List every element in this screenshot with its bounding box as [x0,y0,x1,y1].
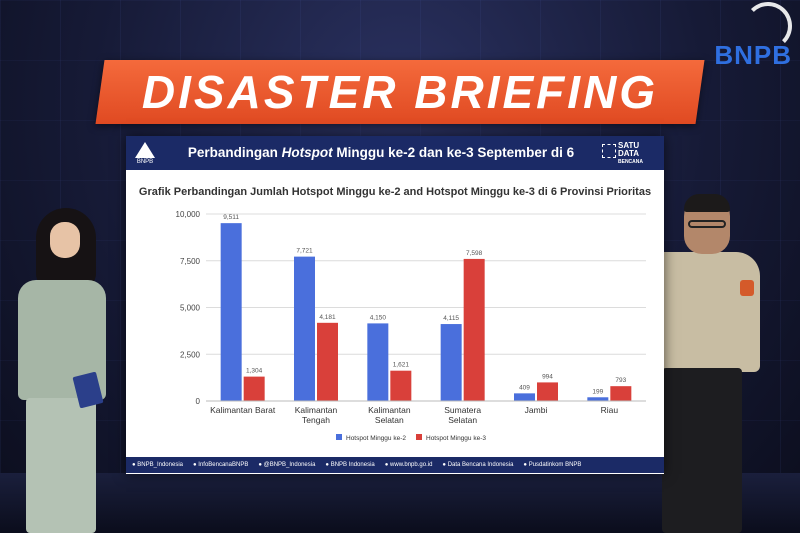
presenter-woman-face [50,222,80,258]
satu-data-logo: SATU DATA BENCANA [602,140,658,166]
x-tick-label: Kalimantan Barat [210,405,276,415]
chart-title: Grafik Perbandingan Jumlah Hotspot Mingg… [138,186,652,198]
social-handle: ● BNPB Indonesia [325,462,375,468]
data-label: 994 [542,373,553,380]
bar [514,393,535,401]
presenter-woman-trousers [26,398,96,533]
title-before: Perbandingan [187,145,282,160]
bar [463,258,485,401]
bar [294,256,315,401]
social-handle: ● Data Bencana Indonesia [442,462,514,468]
legend-label: Hotspot Minggu ke-3 [426,435,486,442]
briefing-screen: BNPB Perbandingan Hotspot Minggu ke-2 da… [126,136,664,474]
data-label: 409 [519,384,530,391]
x-tick-label: Selatan [448,415,477,425]
data-label: 1,304 [246,368,263,375]
satu-data-line2: DATA [618,149,640,158]
bar [537,382,558,401]
presenter-man-hair [684,194,730,212]
legend-label: Hotspot Minggu ke-2 [346,435,406,442]
data-label: 4,181 [319,314,336,321]
presenter-man-trousers [662,368,742,533]
x-tick-label: Sumatera [444,405,481,415]
screen-header: BNPB Perbandingan Hotspot Minggu ke-2 da… [126,136,664,194]
social-handle: ● BNPB_Indonesia [132,462,183,468]
y-tick-label: 5,000 [180,304,201,313]
data-label: 4,115 [443,315,459,322]
x-tick-label: Riau [601,405,619,415]
title-italic: Hotspot [281,145,333,160]
bar-chart: 0 2,500 5,000 7,500 10,000 9,511 1,304 Kalimant… [176,210,646,442]
social-handle: ● www.bnpb.go.id [384,462,433,468]
emblem-triangle [135,142,155,158]
banner-title: DISASTER BRIEFING [141,66,659,118]
satu-data-line1: SATU [618,141,640,150]
y-tick-label: 10,000 [176,210,201,219]
data-label: 199 [592,388,603,395]
data-label: 1,621 [393,362,410,369]
screen-title: Perbandingan Hotspot Minggu ke-2 dan ke-… [166,136,596,194]
data-label: 9,511 [223,214,239,221]
data-label: 4,150 [370,314,387,321]
data-label: 793 [615,377,626,384]
presenter-man-glasses [688,220,726,228]
uniform-patch-icon [740,280,754,296]
bar [440,324,462,401]
x-tick-label: Jambi [525,405,548,415]
bar [243,376,265,401]
bar [587,397,609,401]
satu-data-icon [602,144,616,158]
legend-swatch [416,434,422,440]
y-tick-label: 2,500 [180,350,201,359]
x-tick-label: Kalimantan [295,405,338,415]
x-tick-label: Tengah [302,415,330,425]
data-label: 7,598 [466,250,483,257]
bar [610,386,632,401]
satu-data-text: SATU DATA BENCANA [618,142,643,166]
social-handle: ● InfoBencanaBNPB [193,462,249,468]
bnpb-emblem-icon: BNPB [132,140,158,166]
x-tick-label: Kalimantan [368,405,411,415]
y-tick-label: 7,500 [180,257,201,266]
emblem-label: BNPB [136,159,154,165]
social-handle: ● Pusdatinkom BNPB [523,462,582,468]
social-handle: ● @BNPB_Indonesia [258,462,316,468]
bar [317,322,338,401]
social-media-bar: ● BNPB_Indonesia ● InfoBencanaBNPB ● @BNPB… [126,457,664,473]
bar [390,370,412,401]
legend-swatch [336,434,342,440]
x-tick-label: Selatan [375,415,404,425]
title-after: Minggu ke-2 dan ke-3 September di 6 Prov… [332,145,575,194]
satu-data-line3: BENCANA [618,159,643,165]
bar [367,323,389,401]
bnpb-ring-icon [744,2,792,50]
data-label: 7,721 [296,248,313,255]
bar [220,223,242,401]
y-tick-label: 0 [196,397,201,406]
bnpb-logo: BNPB [714,40,792,70]
